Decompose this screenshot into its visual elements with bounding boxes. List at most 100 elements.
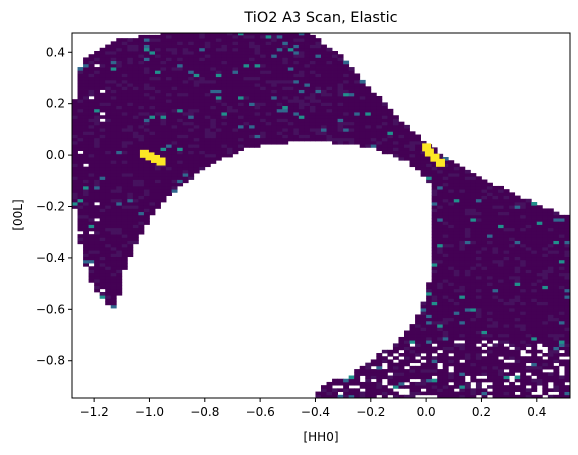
heatmap-cell <box>121 185 128 190</box>
heatmap-cell <box>464 198 471 203</box>
heatmap-cell <box>226 92 233 97</box>
heatmap-cell <box>404 147 410 151</box>
heatmap-cell <box>326 57 333 62</box>
heatmap-cell <box>99 279 106 283</box>
heatmap-cell <box>520 317 527 322</box>
heatmap-cell <box>121 160 128 164</box>
heatmap-cell <box>437 375 444 380</box>
heatmap-cell <box>282 86 289 90</box>
heatmap-cell <box>326 63 333 68</box>
heatmap-cell <box>77 198 84 203</box>
heatmap-cell <box>426 330 433 335</box>
heatmap-cell <box>127 95 134 100</box>
heatmap-cell <box>88 176 95 180</box>
heatmap-cell <box>558 330 565 335</box>
heatmap-cell <box>475 291 482 296</box>
heatmap-cell <box>459 282 466 286</box>
heatmap-cell <box>542 298 549 303</box>
heatmap-cell <box>415 166 421 171</box>
heatmap-cell <box>304 44 311 49</box>
heatmap-cell <box>105 83 112 87</box>
heatmap-cell <box>409 160 416 164</box>
heatmap-cell <box>143 50 150 55</box>
heatmap-cell <box>155 118 161 123</box>
heatmap-cell <box>177 131 184 135</box>
heatmap-cell <box>514 356 521 360</box>
heatmap-cell <box>525 336 532 341</box>
heatmap-cell <box>520 333 527 338</box>
heatmap-cell <box>254 102 261 107</box>
heatmap-cell <box>509 211 516 216</box>
heatmap-cell <box>453 173 460 177</box>
heatmap-cell <box>431 263 438 267</box>
heatmap-cell <box>276 115 283 119</box>
heatmap-cell <box>160 105 167 110</box>
heatmap-cell <box>83 67 89 71</box>
heatmap-cell <box>121 83 128 87</box>
heatmap-cell <box>337 108 344 113</box>
heatmap-cell <box>564 314 570 319</box>
heatmap-cell <box>420 324 427 328</box>
heatmap-cell <box>536 317 543 322</box>
heatmap-cell <box>531 263 538 267</box>
heatmap-cell <box>83 173 89 177</box>
heatmap-cell <box>392 131 399 135</box>
heatmap-cell <box>171 38 178 42</box>
heatmap-cell <box>459 208 466 213</box>
heatmap-cell <box>215 128 222 132</box>
heatmap-cell <box>138 102 145 107</box>
heatmap-cell <box>498 227 504 232</box>
heatmap-cell <box>254 44 261 49</box>
heatmap-cell <box>249 92 255 97</box>
heatmap-cell <box>503 311 510 315</box>
heatmap-cell <box>226 34 233 39</box>
heatmap-cell <box>464 179 471 184</box>
heatmap-cell <box>315 108 322 113</box>
heatmap-cell <box>232 150 239 155</box>
heatmap-cell <box>437 250 444 254</box>
heatmap-cell <box>464 385 471 389</box>
heatmap-cell <box>88 76 95 81</box>
heatmap-cell <box>271 124 278 129</box>
heatmap-cell <box>210 67 217 71</box>
heatmap-cell <box>437 182 444 187</box>
heatmap-cell <box>442 343 449 347</box>
heatmap-cell <box>392 356 399 360</box>
heatmap-cell <box>143 218 150 222</box>
heatmap-cell <box>210 44 217 49</box>
heatmap-cell <box>260 34 267 39</box>
heatmap-cell <box>193 89 200 94</box>
heatmap-cell <box>547 330 554 335</box>
heatmap-cell <box>309 99 316 103</box>
heatmap-cell <box>265 63 272 68</box>
heatmap-cell <box>304 47 311 52</box>
heatmap-cell <box>315 121 322 126</box>
heatmap-cell <box>337 112 344 116</box>
heatmap-cell <box>536 266 543 270</box>
heatmap-cell <box>243 67 250 71</box>
heatmap-cell <box>475 275 482 280</box>
heatmap-cell <box>525 205 532 209</box>
heatmap-cell <box>293 50 300 55</box>
heatmap-cell <box>426 173 433 177</box>
heatmap-cell <box>110 160 117 164</box>
heatmap-cell <box>215 57 222 62</box>
heatmap-cell <box>470 243 477 248</box>
heatmap-cell <box>110 304 117 309</box>
heatmap-cell <box>199 95 206 100</box>
heatmap-cell <box>420 169 427 174</box>
heatmap-cell <box>138 118 145 123</box>
heatmap-cell <box>525 227 532 232</box>
heatmap-cell <box>376 137 383 142</box>
heatmap-cell <box>487 272 493 277</box>
heatmap-cell <box>542 243 549 248</box>
heatmap-cell <box>116 202 123 206</box>
heatmap-cell <box>564 269 570 274</box>
heatmap-cell <box>470 372 477 376</box>
heatmap-cell <box>437 359 444 364</box>
heatmap-cell <box>503 320 510 325</box>
heatmap-cell <box>315 394 322 398</box>
heatmap-cell <box>77 205 84 209</box>
heatmap-cell <box>127 47 134 52</box>
heatmap-cell <box>492 333 499 338</box>
